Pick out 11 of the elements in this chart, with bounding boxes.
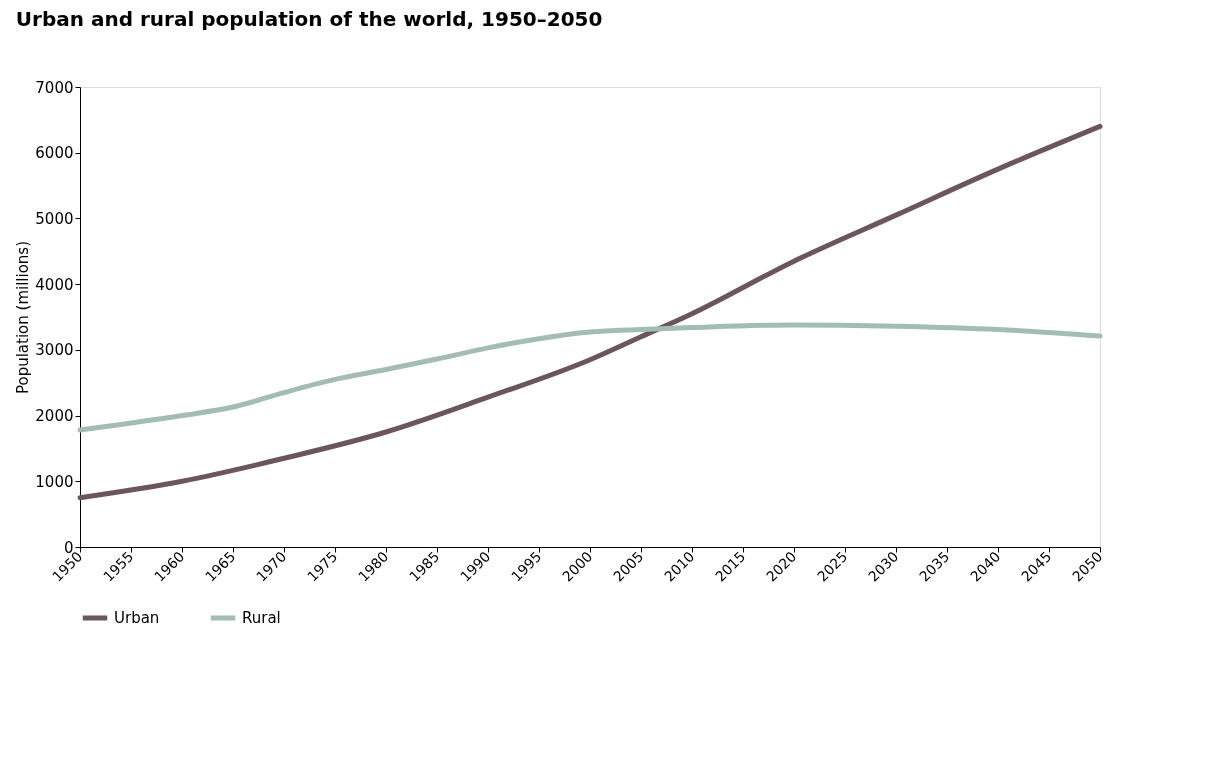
legend-label: Urban: [114, 609, 160, 627]
y-tick-label: 7000: [35, 78, 74, 97]
y-tick-label: 2000: [35, 407, 74, 426]
y-axis-title: Population (millions): [14, 240, 33, 395]
y-tick-label: 1000: [35, 472, 74, 491]
y-tick-label: 5000: [35, 209, 74, 228]
chart-title: Urban and rural population of the world, 1950–2050: [15, 7, 603, 31]
y-tick-label: 6000: [35, 144, 74, 163]
legend-label: Rural: [242, 609, 281, 627]
y-tick-label: 4000: [35, 275, 74, 294]
y-tick-label: 3000: [35, 341, 74, 360]
